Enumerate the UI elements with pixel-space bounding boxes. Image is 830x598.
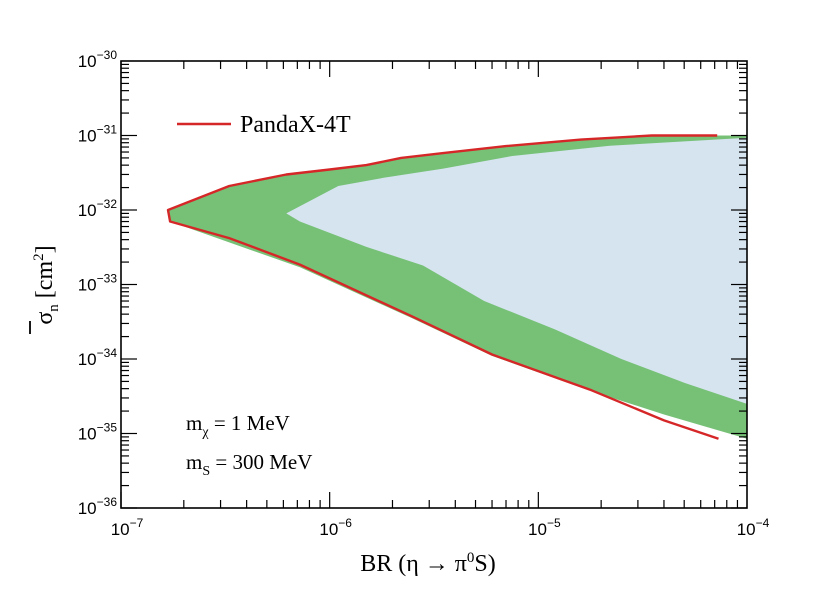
annotation-ms: mS = 300 MeV [186, 450, 312, 479]
legend: PandaX-4T [177, 112, 351, 138]
y-tick-label: 10−32 [78, 197, 118, 220]
x-tick-label: 10−6 [319, 516, 352, 539]
annotation-mchi: mχ = 1 MeV [186, 411, 290, 440]
y-tick-label: 10−35 [78, 421, 118, 444]
series-excluded-region [286, 137, 747, 404]
axis-ticks [120, 61, 747, 509]
x-tick-label: 10−5 [528, 516, 561, 539]
y-tick-label: 10−31 [78, 123, 118, 146]
series-line-pandax-4t [166, 134, 719, 440]
y-tick-label: 10−33 [78, 272, 118, 295]
y-axis-title: σn [cm2] [29, 245, 62, 334]
x-tick-label: 10−4 [737, 516, 770, 539]
plot-fills [168, 135, 747, 439]
plot-lines [166, 134, 719, 440]
y-tick-label: 10−30 [78, 48, 118, 71]
x-tick-label: 10−7 [111, 516, 144, 539]
legend-label-pandax: PandaX-4T [240, 112, 351, 138]
y-tick-label: 10−36 [78, 495, 118, 518]
svg-text:σn [cm2]: σn [cm2] [31, 245, 62, 324]
axis-tick-labels: 10−7 10−6 10−5 10−4 10−36 10−35 10−34 10−33 10−3… [78, 48, 770, 539]
y-tick-label: 10−34 [78, 346, 118, 369]
x-axis-title: BR (η → π0S) [360, 550, 496, 577]
